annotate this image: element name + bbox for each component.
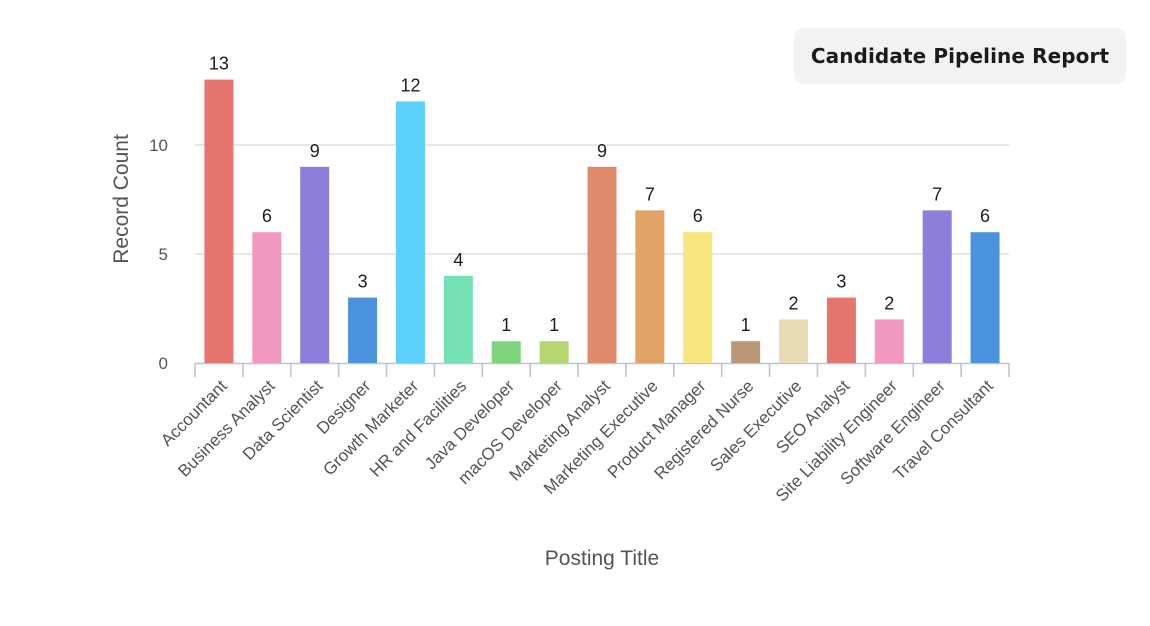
- bar-value-label: 1: [741, 315, 751, 335]
- bar-value-label: 1: [549, 315, 559, 335]
- y-axis-title: Record Count: [110, 134, 133, 264]
- report-title: Candidate Pipeline Report: [810, 44, 1110, 68]
- bar-value-label: 13: [209, 54, 229, 74]
- bar[interactable]: [539, 341, 569, 363]
- bars: [204, 79, 1000, 364]
- bar[interactable]: [635, 210, 665, 363]
- bar[interactable]: [826, 297, 856, 363]
- bar-value-label: 6: [693, 206, 703, 226]
- bar[interactable]: [204, 79, 234, 363]
- bar[interactable]: [779, 319, 809, 363]
- bar[interactable]: [731, 341, 761, 363]
- bar[interactable]: [587, 166, 617, 363]
- bar-value-label: 4: [453, 250, 463, 270]
- bar[interactable]: [491, 341, 521, 363]
- bar[interactable]: [300, 166, 330, 363]
- bar-value-label: 9: [597, 141, 607, 161]
- y-tick-label: 10: [149, 136, 168, 155]
- bar-value-label: 1: [501, 315, 511, 335]
- bar-value-label: 6: [980, 206, 990, 226]
- bar-value-label: 2: [789, 293, 799, 313]
- report-title-badge: Candidate Pipeline Report: [794, 28, 1126, 84]
- bar[interactable]: [922, 210, 952, 363]
- bar[interactable]: [252, 232, 282, 363]
- bar-value-label: 12: [400, 75, 420, 95]
- bar-value-label: 3: [836, 272, 846, 292]
- bar[interactable]: [874, 319, 904, 363]
- bar-value-label: 6: [262, 206, 272, 226]
- y-tick-label: 0: [159, 354, 168, 373]
- bar[interactable]: [348, 297, 378, 363]
- bar-value-label: 2: [884, 293, 894, 313]
- x-axis-title: Posting Title: [545, 547, 659, 570]
- bar-value-label: 9: [310, 141, 320, 161]
- bar-value-label: 3: [358, 272, 368, 292]
- y-tick-label: 5: [159, 245, 168, 264]
- bar-value-label: 7: [645, 184, 655, 204]
- bar[interactable]: [683, 232, 713, 363]
- bar[interactable]: [395, 101, 425, 364]
- bar-value-label: 7: [932, 184, 942, 204]
- bar[interactable]: [443, 275, 473, 363]
- bar[interactable]: [970, 232, 1000, 363]
